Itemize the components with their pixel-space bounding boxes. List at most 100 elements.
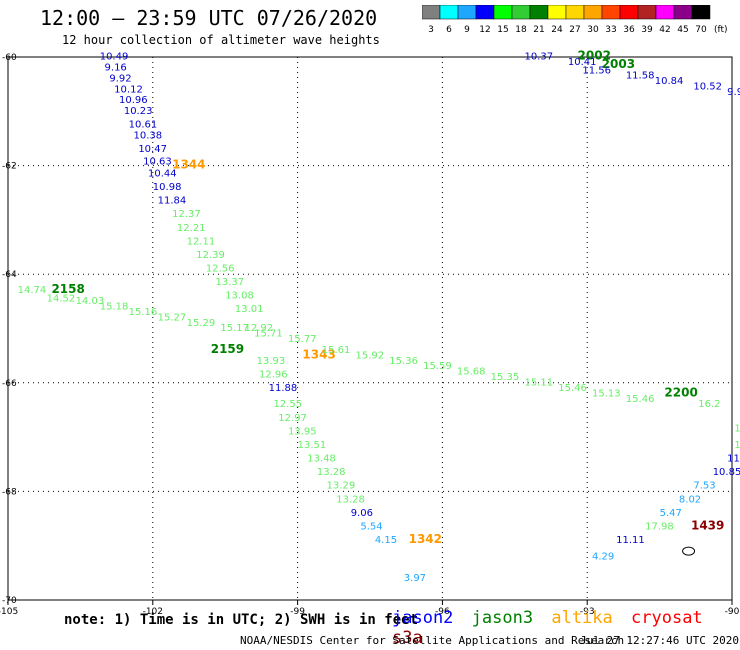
wave-height-label: 8.02 <box>679 494 701 505</box>
wave-height-label: 15.77 <box>288 334 317 345</box>
scale-swatch <box>691 5 711 20</box>
wave-height-label: 13.93 <box>257 356 286 367</box>
y-tick-label: -70 <box>2 596 17 606</box>
wave-height-label: 15.61 <box>322 345 351 356</box>
legend-cryosat: cryosat <box>631 608 703 628</box>
pass-time-label: 2159 <box>211 342 244 356</box>
wave-height-label: 5.54 <box>360 521 382 532</box>
x-tick-label: -93 <box>580 607 595 617</box>
pass-time-label: 1344 <box>172 157 205 171</box>
chart-title: 12:00 – 23:59 UTC 07/26/2020 <box>40 6 378 30</box>
scale-label: 70 <box>695 25 707 35</box>
wave-height-label: 15.27 <box>158 312 187 323</box>
scale-label: 27 <box>569 25 580 35</box>
wave-height-label: 15.35 <box>491 372 520 383</box>
credit-text: NOAA/NESDIS Center for Satellite Applica… <box>240 634 625 647</box>
satellite-legend: jason2 jason3 altika cryosat s3a <box>392 608 740 648</box>
wave-height-label: 15.92 <box>356 350 385 361</box>
wave-height-label: 10.98 <box>153 182 182 193</box>
wave-height-label: 10.47 <box>138 144 167 155</box>
x-tick-label: -102 <box>143 607 163 617</box>
scale-label: 12 <box>479 25 490 35</box>
wave-height-label: 12.96 <box>259 369 288 380</box>
wave-height-label: 13.28 <box>336 494 365 505</box>
wave-height-label: 15.59 <box>423 361 452 372</box>
wave-height-label: 17.98 <box>645 521 674 532</box>
wave-height-label: 13.29 <box>327 481 356 492</box>
wave-height-label: 11.58 <box>626 71 655 82</box>
wave-height-label: 15.18 <box>100 301 129 312</box>
color-scale-bar: 3 6 9 12 15 18 21 24 27 30 33 36 39 42 45 70 (ft) <box>422 5 728 35</box>
wave-height-label: 12.92 <box>245 323 274 334</box>
wave-height-label: 13.37 <box>216 277 245 288</box>
scale-label: 24 <box>551 25 563 35</box>
wave-height-label: 9.9 <box>727 87 740 98</box>
wave-height-label: 15.68 <box>457 367 486 378</box>
credit-timestamp: Jul 27 12:27:46 UTC 2020 <box>580 634 739 647</box>
wave-height-label: 10.63 <box>143 157 172 168</box>
wave-height-label: 11.11 <box>616 535 645 546</box>
footer-note: note: 1) Time is in UTC; 2) SWH is in fe… <box>64 612 419 628</box>
pass-time-label: 2158 <box>51 282 84 296</box>
wave-height-label: 13.95 <box>288 426 317 437</box>
scale-label: 21 <box>533 25 544 35</box>
wave-height-label: 15.16 <box>129 307 158 318</box>
pass-time-label: 2003 <box>602 57 635 71</box>
wave-height-label: 16.2 <box>698 399 720 410</box>
wave-height-label: 15.29 <box>187 318 216 329</box>
wave-height-label: 9.92 <box>109 73 131 84</box>
wave-height-label: 15.13 <box>592 388 621 399</box>
wave-height-label: 12.56 <box>206 263 235 274</box>
x-tick-label: -105 <box>0 607 18 617</box>
wave-height-label: 10.61 <box>129 120 158 131</box>
wave-height-label: 11.18 <box>727 454 740 465</box>
wave-height-label: 13.51 <box>298 440 327 451</box>
y-tick-label: -60 <box>2 53 17 63</box>
pass-time-label: 2200 <box>664 385 697 399</box>
y-tick-label: -68 <box>2 487 17 497</box>
y-tick-label: -64 <box>2 270 17 280</box>
wave-height-label: 11.56 <box>582 65 611 76</box>
wave-height-label: 13.01 <box>235 304 264 315</box>
wave-height-label: 13.28 <box>317 467 346 478</box>
wave-height-label: 15.11 <box>524 378 553 389</box>
scale-label: 39 <box>641 25 653 35</box>
wave-height-label: 9.16 <box>105 63 127 74</box>
wave-height-label: 10.85 <box>713 467 740 478</box>
scale-label: 30 <box>587 25 599 35</box>
wave-height-label: 15.17 <box>220 323 249 334</box>
legend-s3a: s3a <box>392 628 423 648</box>
wave-height-label: 14.74 <box>18 285 47 296</box>
wave-height-label: 10.52 <box>693 82 722 93</box>
pass-time-label: 1343 <box>302 347 335 361</box>
wave-height-label: 10.84 <box>655 76 684 87</box>
chart-subtitle: 12 hour collection of altimeter wave hei… <box>62 33 380 47</box>
wave-height-label: 14.03 <box>76 296 105 307</box>
wave-height-label: 15.46 <box>626 394 655 405</box>
wave-height-label: 15.36 <box>389 356 418 367</box>
y-tick-label: -62 <box>2 162 17 172</box>
wave-height-label: 11.88 <box>269 383 298 394</box>
scale-label: 15 <box>497 25 508 35</box>
wave-height-label: 12.11 <box>187 236 216 247</box>
plot-frame <box>7 56 733 601</box>
wave-height-label: 3.97 <box>404 573 426 584</box>
legend-jason2: jason2 <box>392 608 454 628</box>
wave-height-label: 4.29 <box>592 551 614 562</box>
scale-unit: (ft) <box>714 25 728 35</box>
wave-height-label: 1. <box>734 424 740 435</box>
wave-height-label: 12.21 <box>177 223 206 234</box>
wave-height-label: 5.47 <box>660 508 682 519</box>
wave-height-label: 12.1 <box>734 440 740 451</box>
wave-height-label: 12.39 <box>196 250 225 261</box>
wave-height-label: 10.44 <box>148 168 177 179</box>
wave-height-label: 10.37 <box>524 52 553 63</box>
y-tick-label: -66 <box>2 379 17 389</box>
scale-label: 6 <box>446 25 452 35</box>
wave-height-label: 13.08 <box>225 291 254 302</box>
scale-label: 33 <box>605 25 616 35</box>
wave-height-label: 13.48 <box>307 454 336 465</box>
scale-label: 3 <box>428 25 434 35</box>
scale-label: 36 <box>623 25 635 35</box>
